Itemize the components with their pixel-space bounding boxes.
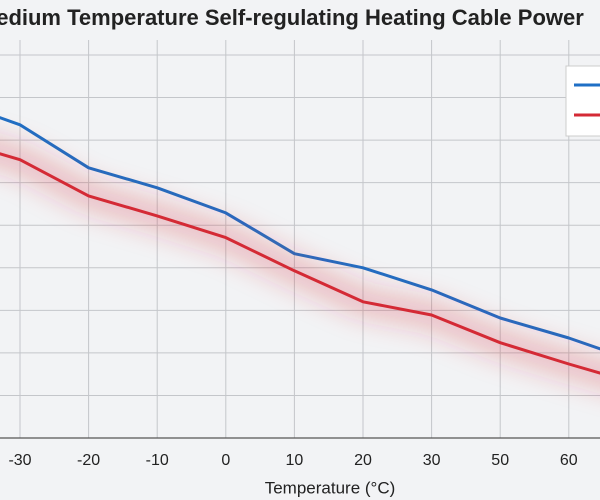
x-axis-label: Temperature (°C) <box>265 478 396 497</box>
x-tick-label: 10 <box>286 452 304 469</box>
chart-title: edium Temperature Self-regulating Heatin… <box>0 5 584 30</box>
legend <box>565 65 600 137</box>
x-tick-label: -30 <box>8 452 31 469</box>
x-tick-label: 0 <box>221 452 230 469</box>
x-tick-label: 50 <box>491 452 509 469</box>
series-line <box>0 152 600 375</box>
series-line <box>0 116 600 351</box>
x-tick-label: 60 <box>560 452 578 469</box>
legend-items <box>574 83 600 117</box>
x-tick-label: 30 <box>423 452 441 469</box>
x-tick-label: -20 <box>77 452 100 469</box>
x-tick-label: -10 <box>146 452 169 469</box>
x-tick-label: 20 <box>354 452 372 469</box>
plot <box>0 116 600 385</box>
